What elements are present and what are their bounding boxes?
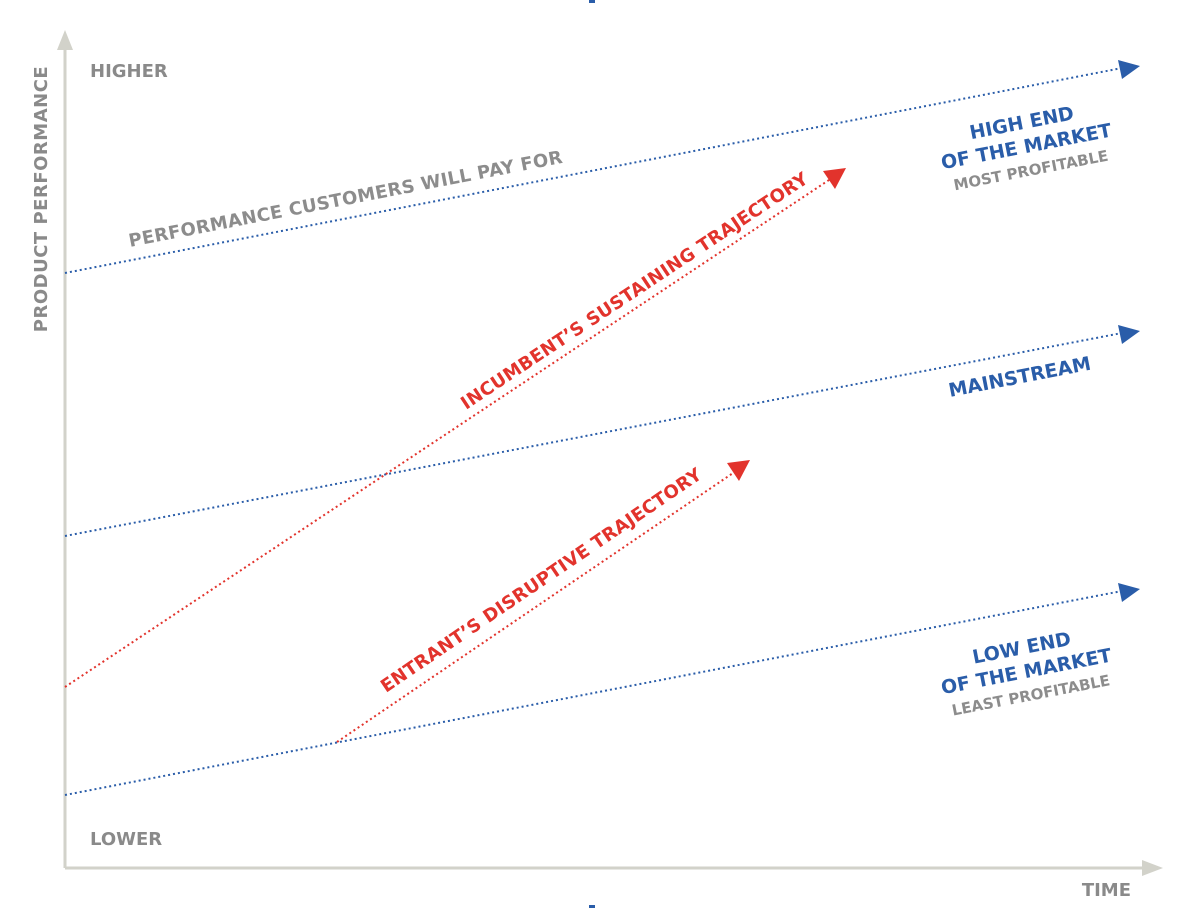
entrant-arrowhead [727,460,750,481]
x-axis-label: TIME [1082,880,1131,901]
high-end-arrowhead [1118,60,1140,79]
incumbent-trajectory-label: INCUMBENT’S SUSTAINING TRAJECTORY [457,168,813,414]
bottom-center-mark [589,905,595,908]
incumbent-arrowhead [823,168,846,189]
y-axis-arrowhead [57,30,73,50]
market-lines [64,60,1140,796]
high-end-line [64,67,1123,274]
low-end-arrowhead [1118,583,1140,602]
axes [57,30,1163,876]
mainstream-label: MAINSTREAM [947,353,1093,402]
y-axis-label: PRODUCT PERFORMANCE [31,66,52,332]
performance-pay-for-label: PERFORMANCE CUSTOMERS WILL PAY FOR [127,147,565,252]
top-center-mark [589,0,595,3]
x-axis-arrowhead [1142,860,1163,876]
incumbent-trajectory-line [64,177,833,688]
low-end-label: LOW END OF THE MARKET LEAST PROFITABLE [939,628,1113,720]
mainstream-line [64,332,1123,537]
high-end-label: HIGH END OF THE MARKET MOST PROFITABLE [939,102,1113,194]
mainstream-arrowhead [1118,325,1140,344]
y-axis-lower-label: LOWER [90,829,162,850]
y-axis-higher-label: HIGHER [90,61,168,82]
trajectory-lines [64,168,846,743]
entrant-trajectory-line [336,470,737,743]
entrant-trajectory-label: ENTRANT’S DISRUPTIVE TRAJECTORY [377,464,707,697]
